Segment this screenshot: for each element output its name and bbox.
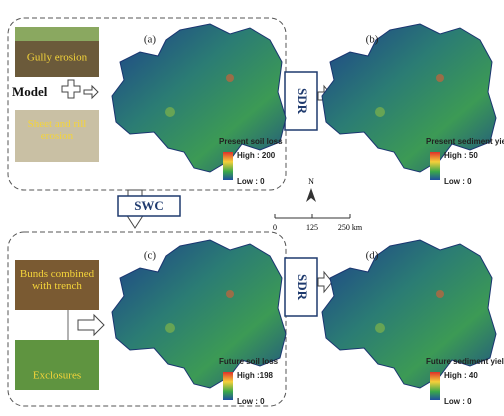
map-shape (321, 23, 497, 173)
swc-box (117, 195, 181, 217)
legend-low: Low : 0 (444, 397, 472, 406)
photo-caption: Sheet and rill erosion (27, 118, 87, 142)
legend-high: High : 50 (444, 151, 478, 160)
legend-low: Low : 0 (444, 177, 472, 186)
legend-high: High : 40 (444, 371, 478, 380)
legend-ramp (430, 152, 440, 180)
map-hotspot (375, 107, 385, 117)
map-hotspot (226, 290, 234, 298)
legend-title: Future sediment yield (426, 357, 504, 366)
legend-ramp (223, 372, 233, 400)
arrow (77, 313, 105, 337)
arrow (83, 84, 99, 100)
map (111, 23, 287, 173)
north-arrow (306, 188, 316, 202)
map-hotspot (436, 74, 444, 82)
photo-label: Exclosures (33, 370, 81, 382)
photo (15, 110, 99, 162)
panel-label: (b) (366, 34, 379, 46)
photo (15, 340, 99, 390)
sdr-box (284, 71, 318, 131)
legend-low: Low : 0 (237, 177, 265, 186)
model-label: Model (12, 84, 48, 99)
panel-label: (d) (366, 250, 379, 262)
arrow (317, 270, 333, 294)
legend-high: High : 200 (237, 151, 276, 160)
photo-caption: Bunds combined with trench (19, 268, 95, 292)
scale-tick (274, 214, 351, 218)
legend-ramp (223, 152, 233, 180)
legend-high: High :198 (237, 371, 274, 380)
legend-title: Present soil loss (219, 137, 283, 146)
legend-ramp (430, 372, 440, 400)
map-hotspot (226, 74, 234, 82)
sdr-box (284, 257, 318, 317)
photo-label: Sheet and rill erosion (27, 118, 87, 142)
photo (15, 260, 99, 310)
map-hotspot (436, 290, 444, 298)
scale-label: 125 (306, 223, 318, 232)
photo-label: Gully erosion (27, 52, 88, 64)
map (321, 239, 497, 389)
scale-label: 250 km (338, 223, 363, 232)
map-shape (111, 23, 287, 173)
scale-label: 0 (273, 223, 277, 232)
panel-label: (a) (144, 34, 157, 46)
map-hotspot (165, 107, 175, 117)
swc-label: SWC (134, 198, 164, 213)
bottom-box (7, 231, 287, 407)
sdr-label: SDR (295, 274, 310, 301)
map-hotspot (375, 323, 385, 333)
panel-label: (c) (144, 250, 157, 262)
plus (61, 79, 81, 99)
map (321, 23, 497, 173)
map (111, 239, 287, 389)
north-label: N (308, 177, 314, 186)
photo-label: Bunds combined with trench (19, 268, 95, 292)
legend-low: Low : 0 (237, 397, 265, 406)
map-hotspot (165, 323, 175, 333)
legend-title: Future soil loss (219, 357, 279, 366)
legend-title: Present sediment yield (426, 137, 504, 146)
photo (15, 27, 99, 41)
sdr-label: SDR (295, 88, 310, 115)
